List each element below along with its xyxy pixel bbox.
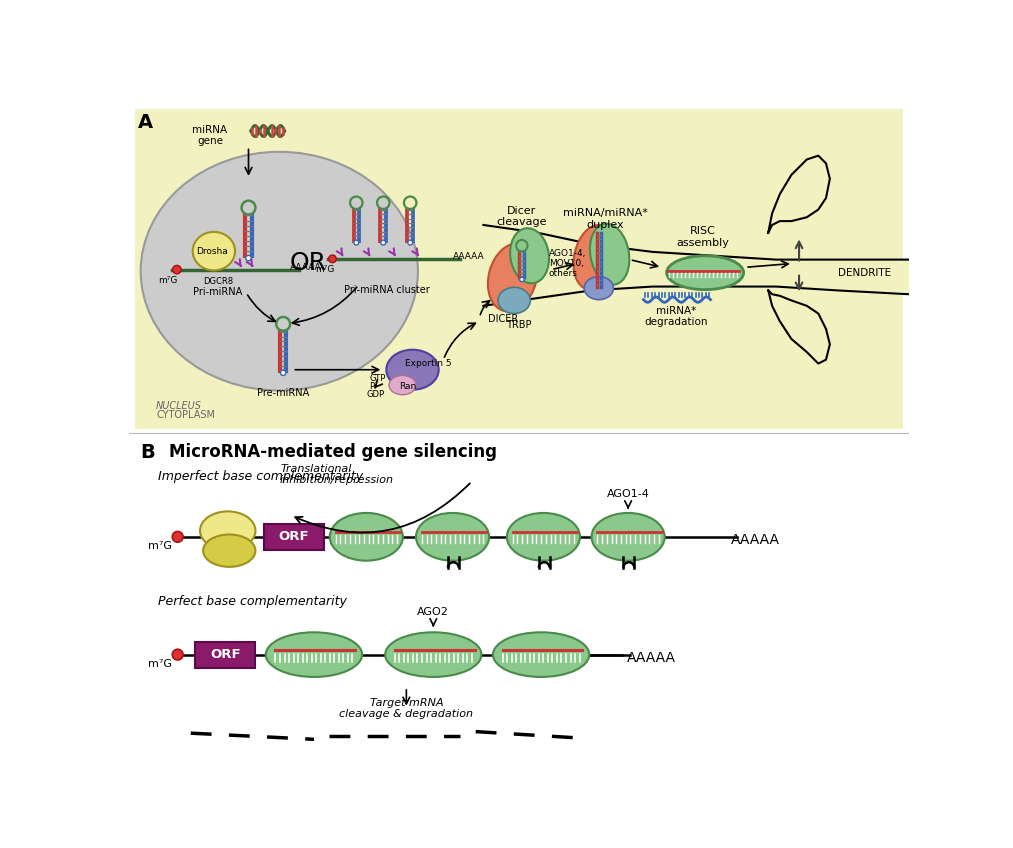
Ellipse shape xyxy=(592,513,665,561)
Circle shape xyxy=(408,240,412,245)
Circle shape xyxy=(354,240,359,245)
Ellipse shape xyxy=(498,287,531,314)
Text: AAAAA: AAAAA xyxy=(453,252,484,261)
Polygon shape xyxy=(768,290,830,364)
Ellipse shape xyxy=(192,232,235,271)
Bar xyxy=(196,642,255,667)
Circle shape xyxy=(381,240,386,245)
Text: Target mRNA
cleavage & degradation: Target mRNA cleavage & degradation xyxy=(339,698,473,719)
Ellipse shape xyxy=(385,633,481,677)
Text: DENDRITE: DENDRITE xyxy=(839,268,891,277)
Circle shape xyxy=(328,255,336,263)
Text: CYTOPLASM: CYTOPLASM xyxy=(156,410,215,420)
Text: DGCR8: DGCR8 xyxy=(203,277,233,287)
Text: AGO1-4,
MOV10,
others: AGO1-4, MOV10, others xyxy=(549,248,587,278)
Ellipse shape xyxy=(416,513,489,561)
Ellipse shape xyxy=(590,224,629,285)
Text: DICER: DICER xyxy=(488,314,519,323)
Text: AGO1-4: AGO1-4 xyxy=(607,489,649,499)
Circle shape xyxy=(172,532,183,542)
Bar xyxy=(130,432,910,756)
Text: Pre-miRNA: Pre-miRNA xyxy=(257,388,309,399)
Text: AGO2: AGO2 xyxy=(417,607,449,616)
Circle shape xyxy=(281,370,286,376)
Text: MicroRNA-mediated gene silencing: MicroRNA-mediated gene silencing xyxy=(169,443,497,460)
Ellipse shape xyxy=(511,228,549,283)
Text: Translational
inhibition/repression: Translational inhibition/repression xyxy=(280,464,394,485)
Text: GTP: GTP xyxy=(370,374,386,383)
Text: A: A xyxy=(139,113,154,131)
Bar xyxy=(264,524,324,550)
Text: AAAAA: AAAAA xyxy=(290,263,322,272)
Text: RISC
assembly: RISC assembly xyxy=(677,226,729,248)
Ellipse shape xyxy=(488,243,537,311)
Ellipse shape xyxy=(200,511,255,550)
Ellipse shape xyxy=(667,256,744,290)
Ellipse shape xyxy=(386,349,439,390)
Text: B: B xyxy=(140,443,155,462)
Ellipse shape xyxy=(141,152,418,391)
Text: Exportin 5: Exportin 5 xyxy=(404,359,451,368)
Text: AAAAA: AAAAA xyxy=(627,650,676,665)
Text: m⁷G: m⁷G xyxy=(158,276,177,285)
Ellipse shape xyxy=(330,513,403,561)
Circle shape xyxy=(246,255,251,261)
Text: AAAAA: AAAAA xyxy=(731,533,780,547)
Text: m⁷G: m⁷G xyxy=(148,659,172,669)
Polygon shape xyxy=(483,225,910,306)
Text: miRNA
gene: miRNA gene xyxy=(192,125,228,147)
Circle shape xyxy=(520,277,524,282)
Text: Pi: Pi xyxy=(370,382,377,391)
Ellipse shape xyxy=(265,633,362,677)
Polygon shape xyxy=(136,109,903,429)
Text: ORF: ORF xyxy=(210,648,241,661)
Text: Pri-miRNA: Pri-miRNA xyxy=(193,287,242,297)
Text: GDP: GDP xyxy=(367,390,385,399)
Text: OR: OR xyxy=(290,252,326,276)
Text: ORF: ORF xyxy=(279,530,309,544)
Text: Ran: Ran xyxy=(399,382,416,391)
Text: Dicer
cleavage: Dicer cleavage xyxy=(496,206,547,227)
Circle shape xyxy=(172,265,181,274)
Ellipse shape xyxy=(389,376,416,395)
Polygon shape xyxy=(768,156,830,232)
Text: Drosha: Drosha xyxy=(197,247,228,255)
Ellipse shape xyxy=(573,225,615,289)
Text: NUCLEUS: NUCLEUS xyxy=(156,400,203,410)
Text: miRNA*
degradation: miRNA* degradation xyxy=(644,306,708,327)
Text: Perfect base complementarity: Perfect base complementarity xyxy=(158,594,347,607)
Circle shape xyxy=(172,650,183,660)
Text: Imperfect base complementarity: Imperfect base complementarity xyxy=(158,470,364,483)
Text: TRBP: TRBP xyxy=(506,320,532,330)
Text: miRNA/miRNA*
duplex: miRNA/miRNA* duplex xyxy=(562,208,647,230)
Ellipse shape xyxy=(506,513,580,561)
Text: m⁷G: m⁷G xyxy=(315,265,334,274)
Text: m⁷G: m⁷G xyxy=(148,541,172,551)
Ellipse shape xyxy=(493,633,590,677)
Ellipse shape xyxy=(585,276,614,299)
Ellipse shape xyxy=(203,534,255,566)
Text: Pri-miRNA cluster: Pri-miRNA cluster xyxy=(344,285,430,295)
